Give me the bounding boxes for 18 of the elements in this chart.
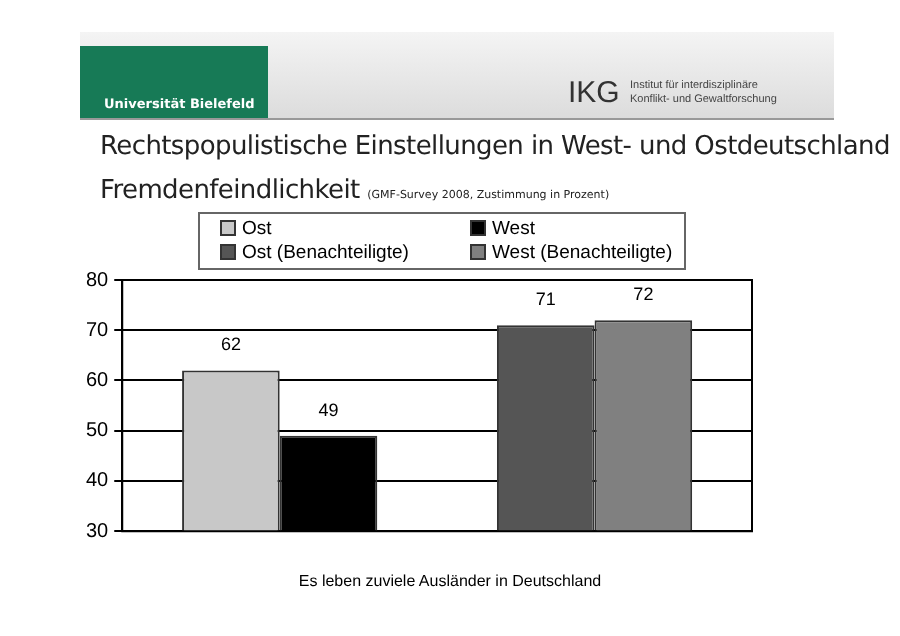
- chart-title: Rechtspopulistische Einstellungen in West- und Ostdeutschland: [100, 132, 890, 162]
- legend-label: Ost (Benachteiligte): [240, 240, 411, 264]
- text: IKG: [568, 76, 620, 110]
- y-tick-label: 30: [86, 520, 110, 543]
- y-tick-label: 60: [86, 369, 110, 392]
- data-label: 72: [633, 284, 654, 305]
- y-tick-label: 50: [86, 420, 110, 443]
- data-label: 49: [318, 399, 339, 420]
- y-tick-label: 40: [86, 470, 110, 493]
- legend-label: West (Benachteiligte): [490, 240, 675, 264]
- chart-subtitle: Fremdenfeindlichkeit: [100, 176, 360, 206]
- data-label: 62: [220, 334, 241, 355]
- y-tick-label: 80: [86, 269, 110, 292]
- data-label: 71: [535, 289, 556, 310]
- legend-label: Ost: [240, 216, 274, 240]
- legend-label: West: [490, 216, 537, 240]
- x-axis-title: Es leben zuviele Ausländer in Deutschland: [296, 572, 604, 590]
- y-tick-label: 70: [86, 319, 110, 342]
